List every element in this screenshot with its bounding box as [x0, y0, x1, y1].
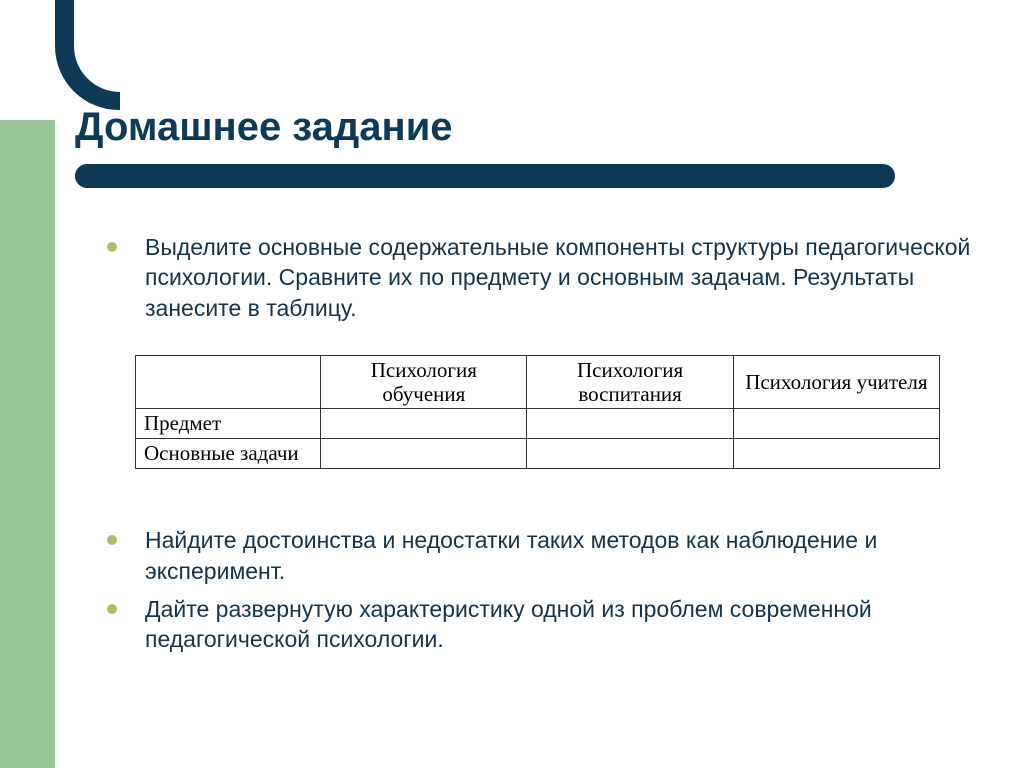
slide-title: Домашнее задание [75, 105, 975, 150]
table-cell: Основные задачи [136, 439, 321, 469]
list-item: Дайте развернутую характеристику одной и… [145, 594, 975, 655]
table-header-cell: Психология обучения [321, 356, 527, 409]
table-cell: Предмет [136, 409, 321, 439]
title-underline-bar [75, 164, 895, 188]
table-cell [527, 409, 733, 439]
comparison-table-wrap: Психология обучения Психология воспитани… [75, 355, 975, 469]
table-cell [733, 439, 939, 469]
table-cell [321, 439, 527, 469]
table-cell [527, 439, 733, 469]
slide-content: Домашнее задание Выделите основные содер… [75, 105, 975, 663]
bullet-list-bottom: Найдите достоинства и недостатки таких м… [75, 525, 975, 654]
table-header-cell: Психология учителя [733, 356, 939, 409]
comparison-table: Психология обучения Психология воспитани… [135, 355, 940, 469]
table-cell [733, 409, 939, 439]
table-cell [321, 409, 527, 439]
table-row: Предмет [136, 409, 940, 439]
corner-arc-decoration [0, 0, 120, 120]
table-header-cell: Психология воспитания [527, 356, 733, 409]
list-item: Найдите достоинства и недостатки таких м… [145, 525, 975, 586]
list-item: Выделите основные содержательные компоне… [145, 232, 975, 323]
table-header-row: Психология обучения Психология воспитани… [136, 356, 940, 409]
table-row: Основные задачи [136, 439, 940, 469]
table-header-cell [136, 356, 321, 409]
bullet-list-top: Выделите основные содержательные компоне… [75, 232, 975, 323]
